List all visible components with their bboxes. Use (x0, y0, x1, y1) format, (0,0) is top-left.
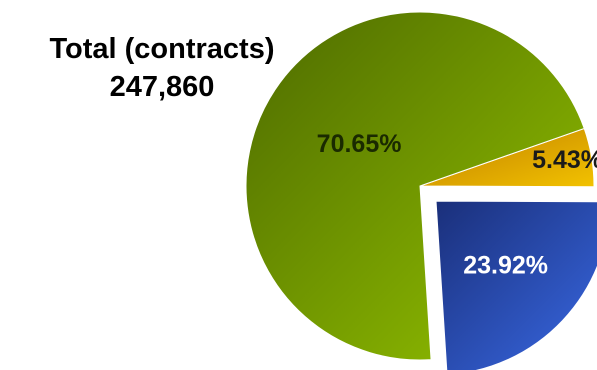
pie-slice-label-3: 70.65% (317, 130, 402, 158)
pie-slice-label-2: 23.92% (463, 251, 548, 279)
pie-labels: 5.43% 23.92% 70.65% (317, 130, 597, 279)
pie-slice-3 (245, 11, 585, 361)
pie-slice-label-1: 5.43% (532, 146, 597, 174)
total-value: 247,860 (109, 71, 215, 103)
total-title: Total (contracts) (49, 33, 275, 65)
pie-slice-2 (435, 200, 597, 370)
total-block: Total (contracts) 247,860 (16, 30, 308, 106)
pie-slices (245, 11, 597, 370)
